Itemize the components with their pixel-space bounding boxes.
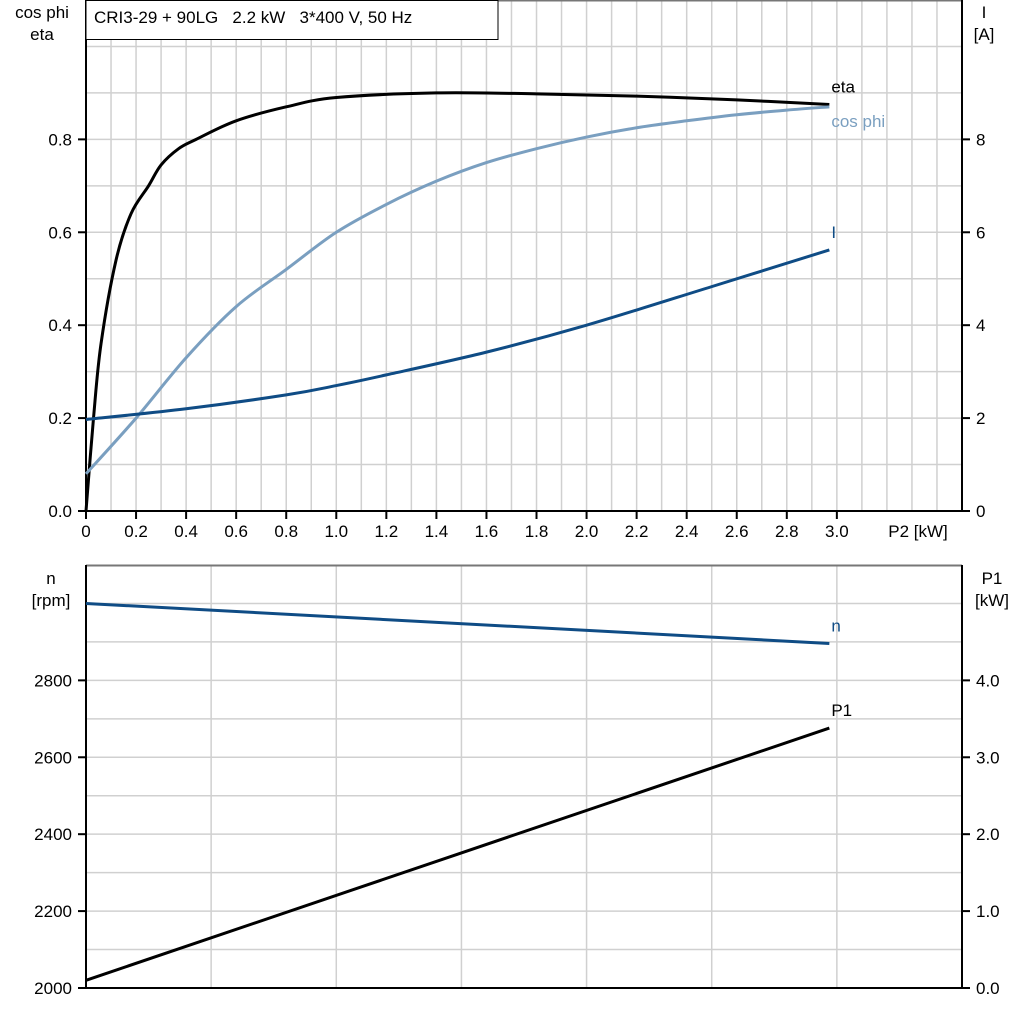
left-tick-label: 0.6 [48,223,72,242]
right-tick-label: 4 [976,316,985,335]
series-n-label: n [831,616,840,635]
bottom-grid [86,565,962,988]
top-xlabel: P2 [kW] [888,522,948,541]
top-left-ylabel-2: eta [30,25,54,44]
x-tick-label: 0.2 [124,522,148,541]
x-tick-label: 1.6 [475,522,499,541]
labels: 0.0 0.2 0.4 0.6 0.8 0 2 4 6 8 0 0.2 0.4 0.6 0.8 1.0 1.2 1… [34,78,999,998]
x-tick-label: 2.6 [725,522,749,541]
bottom-right-ylabel-1: P1 [982,569,1003,588]
x-tick-label: 0.6 [224,522,248,541]
left-tick-label: 0.4 [48,316,72,335]
x-tick-label: 2.0 [575,522,599,541]
series-lines [84,91,830,982]
left-tick-label: 0.0 [48,502,72,521]
x-tick-label: 0.4 [174,522,198,541]
right-tick-label: 1.0 [976,902,1000,921]
right-tick-label: 0 [976,502,985,521]
x-tick-label: 1.0 [324,522,348,541]
top-left-ylabel-1: cos phi [15,3,69,22]
series-i-label: I [831,223,836,242]
x-tick-label: 2.8 [775,522,799,541]
left-tick-label: 2000 [34,979,72,998]
left-tick-label: 2600 [34,748,72,767]
chart-title: CRI3-29 + 90LG 2.2 kW 3*400 V, 50 Hz [94,8,412,27]
left-tick-label: 0.8 [48,130,72,149]
series-p1-line [85,726,830,982]
x-tick-label: 0 [81,522,90,541]
x-tick-label: 1.8 [525,522,549,541]
x-tick-label: 3.0 [825,522,849,541]
series-eta-label: eta [831,78,855,97]
series-cos-phi-label: cos phi [831,112,885,131]
top-right-ylabel-2: [A] [974,25,995,44]
bottom-right-ylabel-2: [kW] [975,591,1009,610]
left-tick-label: 2400 [34,825,72,844]
left-tick-label: 2200 [34,902,72,921]
series-n-line [85,601,830,645]
right-tick-label: 8 [976,130,985,149]
title-box [85,0,499,40]
x-tick-label: 1.4 [425,522,449,541]
series-p1-label: P1 [831,701,852,720]
top-grid [86,0,962,511]
right-tick-label: 2 [976,409,985,428]
right-tick-label: 2.0 [976,825,1000,844]
left-tick-label: 0.2 [48,409,72,428]
bottom-left-ylabel-1: n [46,569,55,588]
right-tick-label: 4.0 [976,671,1000,690]
x-tick-label: 1.2 [375,522,399,541]
right-tick-label: 6 [976,223,985,242]
x-tick-label: 2.2 [625,522,649,541]
series-i-line [85,248,830,421]
right-tick-label: 3.0 [976,748,1000,767]
bottom-left-ylabel-2: [rpm] [32,591,71,610]
top-right-ylabel-1: I [982,3,987,22]
x-tick-label: 2.4 [675,522,699,541]
x-tick-label: 0.8 [274,522,298,541]
series-eta-line [84,91,830,512]
right-tick-label: 0.0 [976,979,1000,998]
series-cos-phi-line [84,105,830,475]
left-tick-label: 2800 [34,671,72,690]
